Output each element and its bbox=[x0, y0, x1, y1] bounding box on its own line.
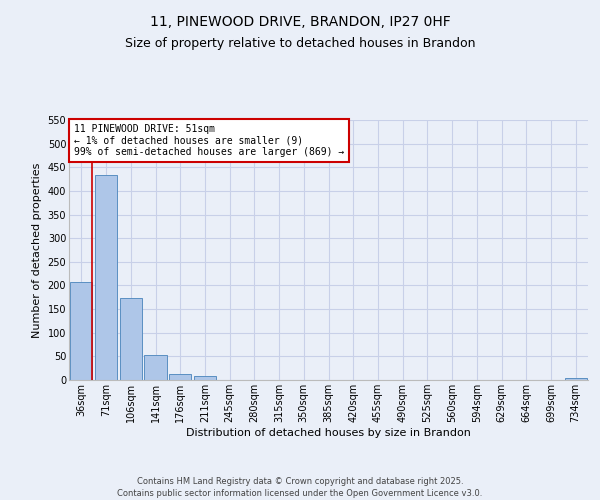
Text: 11, PINEWOOD DRIVE, BRANDON, IP27 0HF: 11, PINEWOOD DRIVE, BRANDON, IP27 0HF bbox=[149, 15, 451, 29]
Bar bbox=[145, 355, 167, 380]
Bar bbox=[119, 298, 142, 380]
Bar bbox=[70, 282, 92, 380]
Text: 11 PINEWOOD DRIVE: 51sqm
← 1% of detached houses are smaller (9)
99% of semi-det: 11 PINEWOOD DRIVE: 51sqm ← 1% of detache… bbox=[74, 124, 344, 157]
X-axis label: Distribution of detached houses by size in Brandon: Distribution of detached houses by size … bbox=[186, 428, 471, 438]
Text: Size of property relative to detached houses in Brandon: Size of property relative to detached ho… bbox=[125, 38, 475, 51]
Text: Contains public sector information licensed under the Open Government Licence v3: Contains public sector information licen… bbox=[118, 489, 482, 498]
Text: Contains HM Land Registry data © Crown copyright and database right 2025.: Contains HM Land Registry data © Crown c… bbox=[137, 478, 463, 486]
Bar bbox=[169, 374, 191, 380]
Bar bbox=[194, 376, 216, 380]
Bar bbox=[565, 378, 587, 380]
Y-axis label: Number of detached properties: Number of detached properties bbox=[32, 162, 42, 338]
Bar bbox=[95, 176, 117, 380]
